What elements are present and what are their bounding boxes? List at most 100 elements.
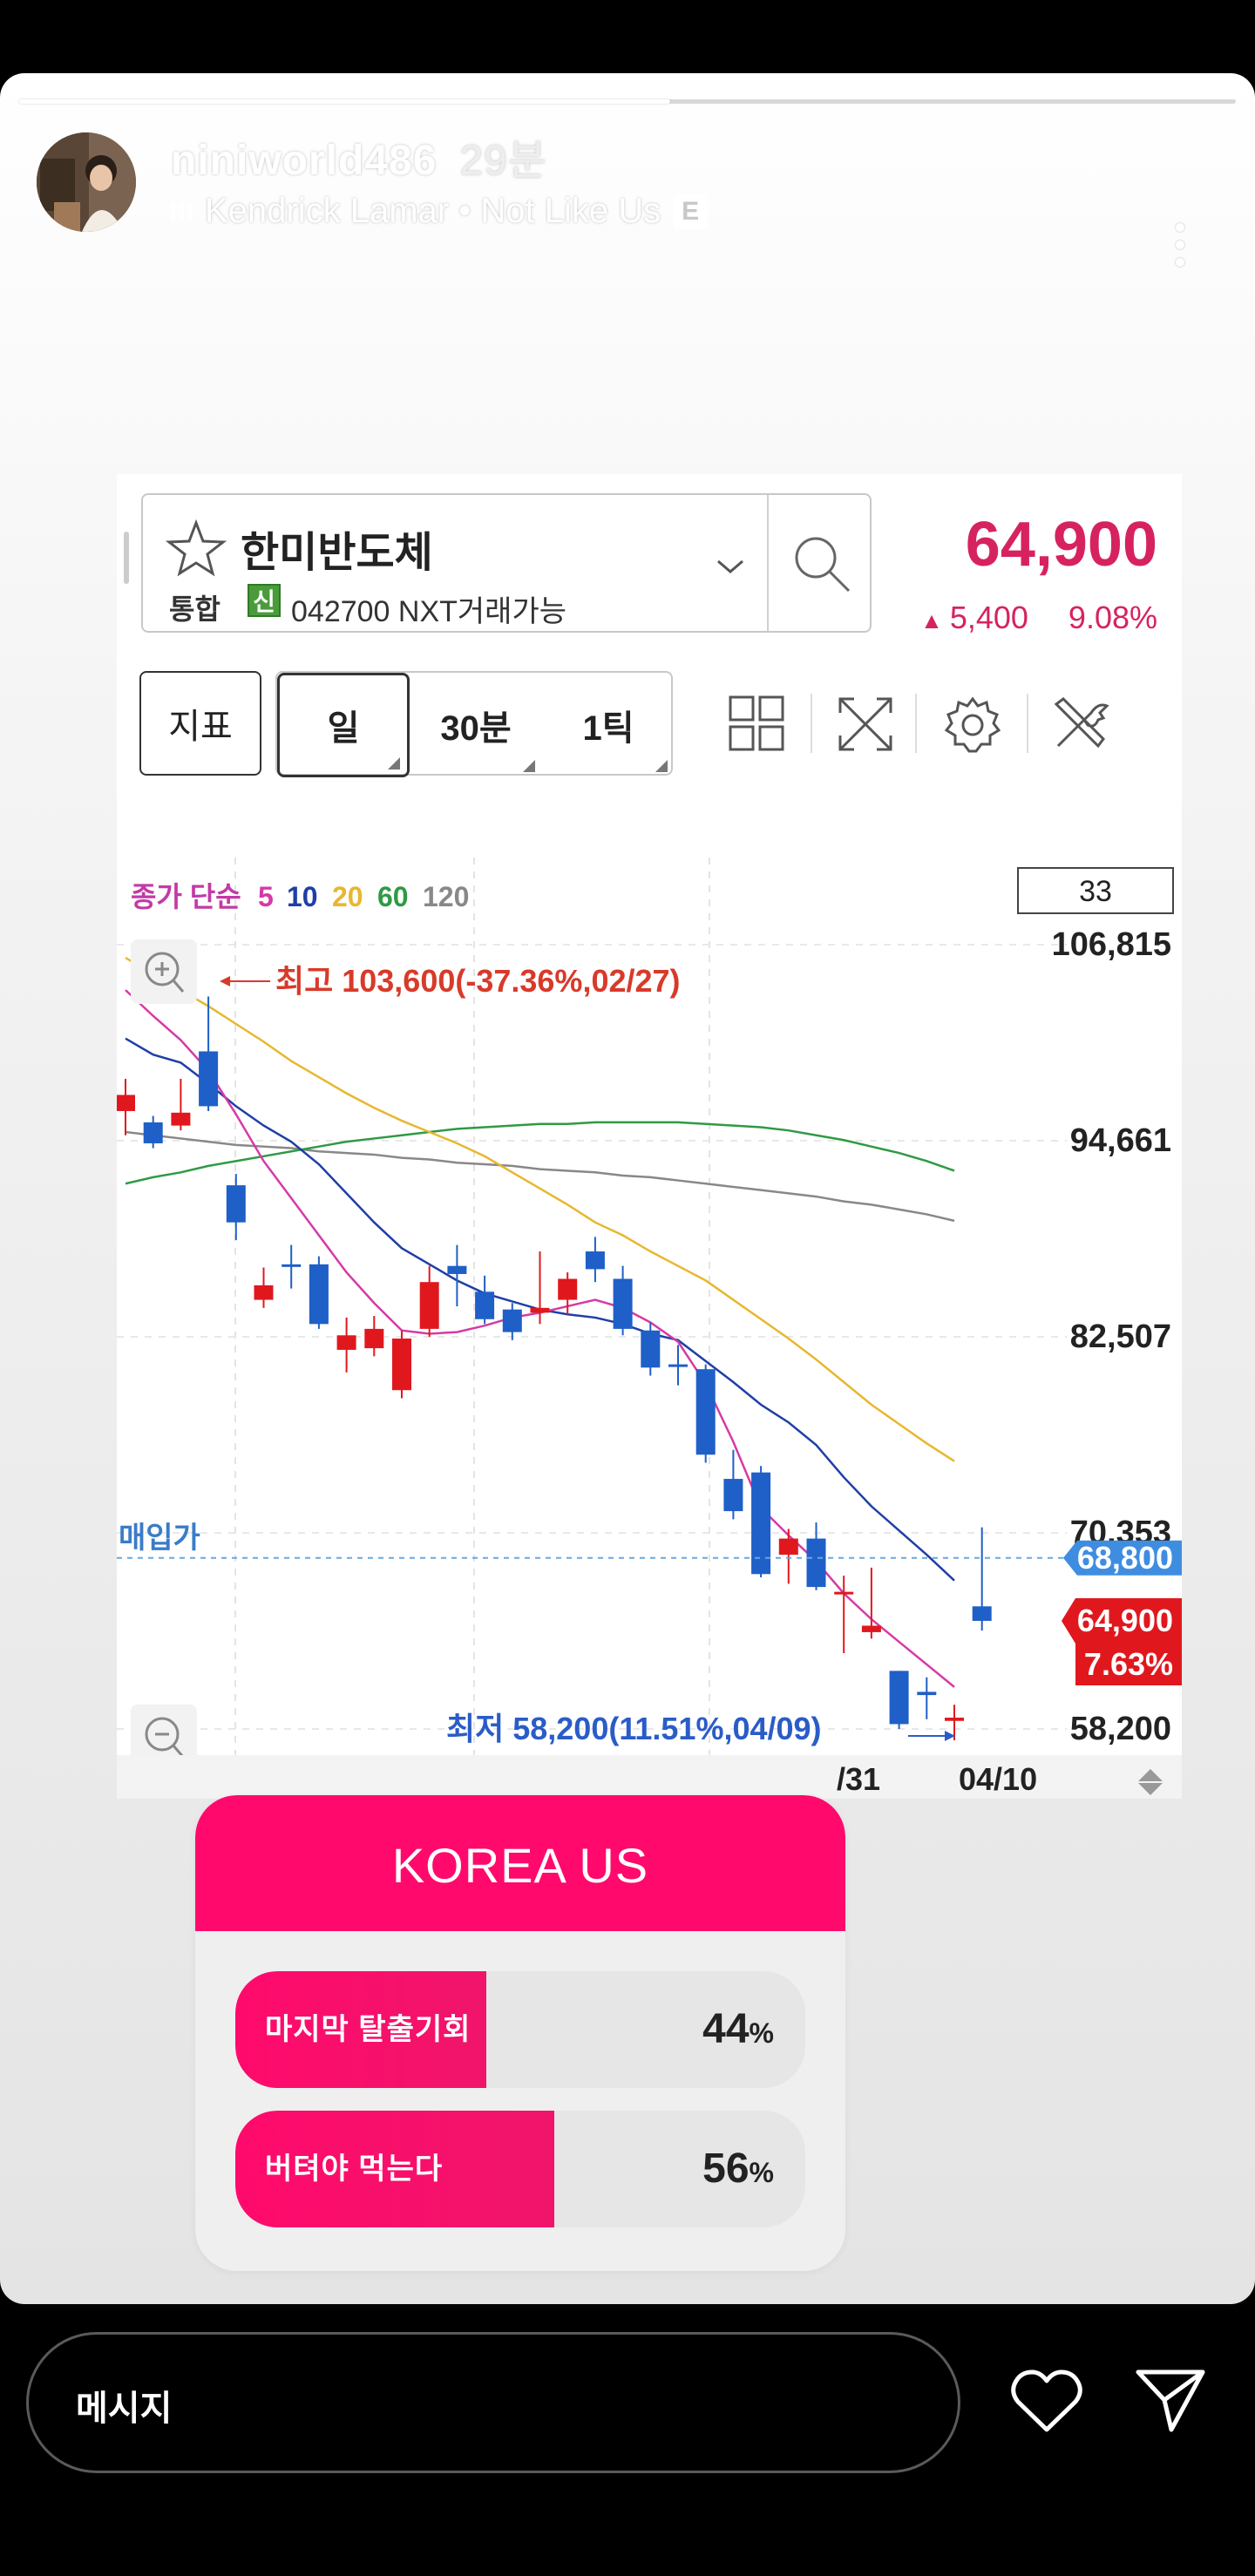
candle — [309, 1256, 329, 1329]
candle-body — [226, 1185, 246, 1223]
new-badge: 신 — [248, 584, 281, 617]
stock-name: 한미반도체 — [241, 530, 433, 576]
search-divider — [767, 495, 769, 631]
period-tick-button[interactable]: 1틱 — [542, 673, 675, 777]
candle-body — [530, 1307, 550, 1313]
candle-body — [861, 1625, 881, 1632]
stock-chart[interactable]: 종가 단순 5 10 20 60 120 33 106,815 94,661 82,507 7… — [117, 858, 1182, 1799]
more-options-icon[interactable] — [1166, 223, 1194, 275]
message-input[interactable]: 메시지 — [26, 2332, 960, 2473]
candle-body — [392, 1338, 411, 1391]
explicit-badge: E — [673, 193, 709, 229]
candle-count: 33 — [1079, 875, 1112, 908]
last-pct-tag-text: 7.63% — [1084, 1646, 1173, 1682]
candle — [254, 1267, 274, 1308]
candle-body — [917, 1691, 937, 1696]
toolbar-divider — [1027, 694, 1028, 753]
stock-search-box: 한미반도체 통합 신 042700 NXT거래가능 — [141, 493, 872, 633]
zoom-out-icon[interactable] — [131, 1705, 197, 1769]
candle — [917, 1677, 937, 1719]
layout-grid-icon[interactable] — [727, 694, 788, 755]
poll-option-fill — [235, 1971, 486, 2088]
candle-body — [613, 1278, 633, 1329]
candle — [558, 1272, 578, 1315]
corner-mark — [655, 760, 668, 772]
fullscreen-icon[interactable] — [835, 694, 896, 755]
indicator-button[interactable]: 지표 — [139, 671, 261, 776]
poll-pct-sign: % — [749, 2017, 774, 2049]
chart-grid — [117, 858, 1067, 1755]
corner-mark — [523, 760, 535, 772]
heart-icon[interactable] — [1009, 2367, 1084, 2437]
candle-body — [502, 1309, 522, 1332]
candle — [336, 1317, 356, 1373]
ma-legend: 5 10 20 60 120 — [258, 881, 469, 912]
ma-legend-item: 10 — [287, 881, 318, 912]
stock-code: 042700 NXT거래가능 — [291, 595, 567, 628]
story-frame: niniworld486 29분 Kendrick Lamar • Not Lik… — [0, 73, 1255, 2304]
poll-pct-number: 56 — [702, 2146, 750, 2192]
candle-body — [336, 1335, 356, 1350]
candle — [199, 996, 219, 1111]
poll-option-1[interactable]: 마지막 탈출기회 44% — [235, 1971, 805, 2088]
toolbar-divider — [811, 694, 812, 753]
candle — [861, 1567, 881, 1639]
candle-body — [723, 1479, 743, 1512]
period-30min-button[interactable]: 30분 — [410, 673, 542, 777]
poll-option-percent: 56% — [702, 2111, 774, 2227]
send-icon[interactable] — [1133, 2363, 1208, 2438]
candle-body — [254, 1285, 274, 1300]
candle-body — [972, 1606, 992, 1621]
period-day-button[interactable]: 일 — [277, 673, 410, 777]
zoom-in-icon[interactable] — [131, 939, 197, 1004]
poll-option-2[interactable]: 버텨야 먹는다 56% — [235, 2111, 805, 2227]
candles — [117, 996, 992, 1740]
min-arrow-head — [945, 1731, 955, 1741]
candle-body — [143, 1122, 163, 1143]
username-text[interactable]: niniworld486 — [171, 138, 438, 184]
tools-icon[interactable] — [1049, 694, 1112, 756]
music-title[interactable]: Kendrick Lamar • Not Like Us — [205, 192, 661, 230]
max-annotation: 최고 103,600(-37.36%,02/27) — [275, 963, 681, 999]
candle-body — [282, 1264, 302, 1267]
up-triangle-icon: ▲ — [920, 607, 943, 634]
story-music-info[interactable]: Kendrick Lamar • Not Like Us E — [171, 192, 709, 231]
candle-body — [117, 1095, 135, 1111]
avatar[interactable] — [37, 132, 136, 232]
y-tick-label: 58,200 — [1070, 1711, 1171, 1747]
last-price-tag: 64,900 7.63% — [1062, 1597, 1182, 1685]
candle-body — [806, 1538, 826, 1588]
ma-legend-item: 20 — [332, 881, 363, 912]
candle-body — [309, 1264, 329, 1325]
candle-body — [364, 1328, 384, 1349]
ma-legend-item: 60 — [377, 881, 409, 912]
price-change: ▲ 5,400 9.08% — [920, 600, 1157, 636]
music-bars-icon — [171, 202, 193, 220]
message-placeholder: 메시지 — [76, 2390, 173, 2428]
story-username[interactable]: niniworld486 29분 — [171, 125, 547, 186]
candle — [530, 1251, 550, 1325]
poll-option-percent: 44% — [702, 1971, 774, 2088]
x-tick-label: 04/10 — [959, 1761, 1037, 1797]
story-progress-fill — [19, 99, 670, 104]
candle — [806, 1522, 826, 1590]
x-tick-label: /31 — [837, 1761, 880, 1797]
x-axis-band — [117, 1755, 1182, 1799]
panel-handle — [124, 532, 129, 584]
candle — [889, 1671, 909, 1729]
candle — [392, 1330, 411, 1399]
candle — [641, 1322, 661, 1376]
corner-mark — [388, 757, 400, 769]
candle-count-box[interactable] — [1017, 867, 1174, 914]
candle — [723, 1449, 743, 1520]
gear-icon[interactable] — [941, 694, 1004, 756]
period-day-label: 일 — [327, 709, 360, 748]
candle-body — [834, 1591, 854, 1595]
poll-header: KOREA US — [195, 1795, 845, 1931]
market-label: 통합 — [169, 593, 220, 625]
scroll-arrows-icon[interactable] — [1138, 1769, 1163, 1795]
avg-price-tag-text: 68,800 — [1077, 1540, 1173, 1576]
poll-option-fill — [235, 2111, 555, 2227]
search-icon — [795, 537, 851, 593]
